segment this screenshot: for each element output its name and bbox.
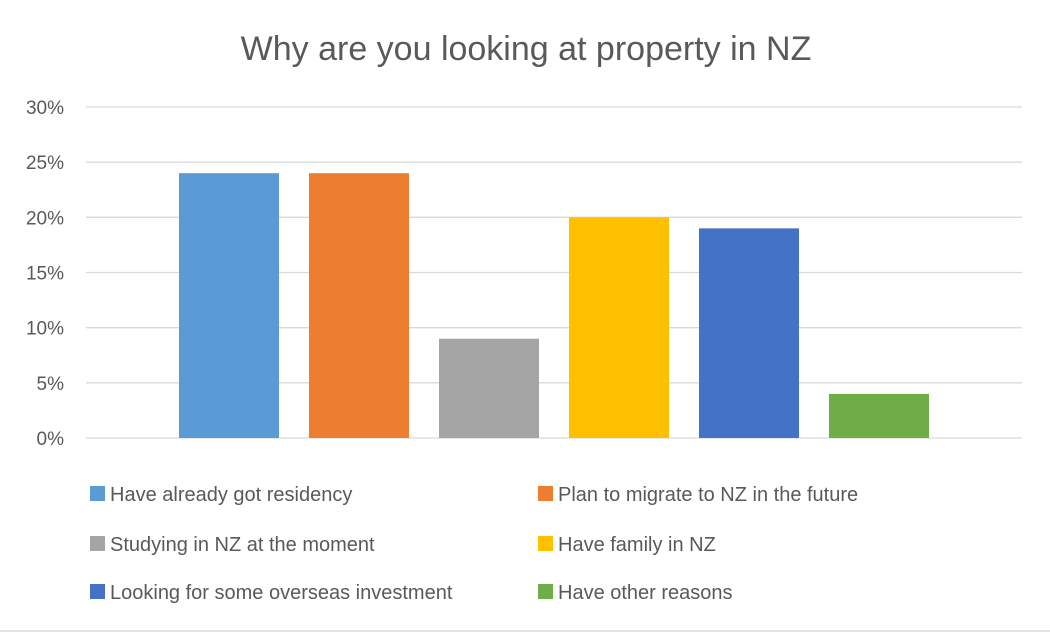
bar [569,217,669,438]
bottom-border [0,630,1050,632]
legend-swatch [90,536,105,551]
bar [699,228,799,438]
bar [179,173,279,438]
y-tick-label: 0% [37,429,65,450]
y-axis-tick-labels: 0% 5% 10% 15% 20% 25% 30% [26,98,64,450]
bars [179,173,929,438]
bar [439,338,539,438]
y-tick-label: 30% [26,98,64,119]
legend-label: Have already got residency [110,484,352,506]
legend: Have already got residency Plan to migrat… [90,484,858,604]
legend-swatch [538,536,553,551]
legend-swatch [538,486,553,501]
legend-label: Plan to migrate to NZ in the future [558,484,858,506]
y-tick-label: 20% [26,208,64,229]
y-tick-label: 5% [37,374,65,395]
y-tick-label: 10% [26,319,64,340]
legend-label: Looking for some overseas investment [110,582,453,604]
legend-swatch [90,584,105,599]
y-tick-label: 25% [26,153,64,174]
bar [829,393,929,438]
legend-label: Have other reasons [558,582,733,604]
y-tick-label: 15% [26,264,64,285]
legend-label: Studying in NZ at the moment [110,534,375,556]
legend-swatch [90,486,105,501]
legend-label: Have family in NZ [558,534,716,556]
bar [309,173,409,438]
chart-title: Why are you looking at property in NZ [241,30,812,68]
legend-swatch [538,584,553,599]
